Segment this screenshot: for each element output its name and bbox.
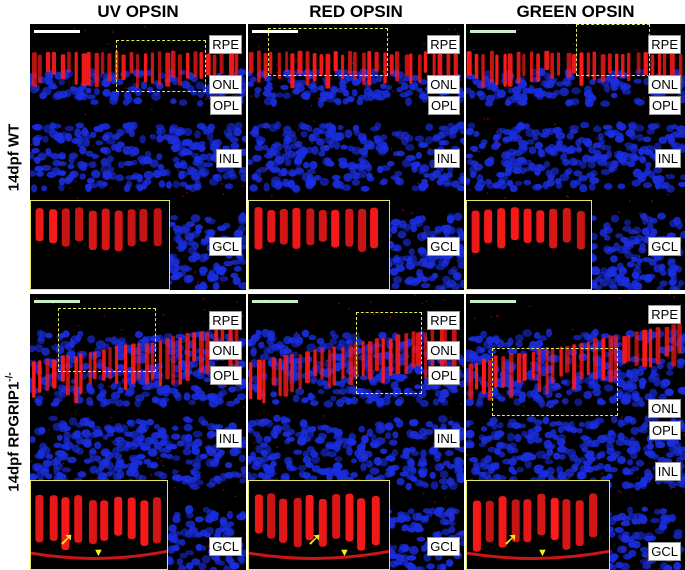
layer-label-opl: OPL [209, 96, 242, 115]
arrow-marker-icon: ➚ [503, 529, 519, 549]
layer-label-gcl: GCL [648, 237, 681, 256]
row-label-rpgrip1: 14dpf RPGRIP1-/- [5, 372, 24, 492]
magnified-inset [466, 200, 592, 290]
scale-bar [34, 300, 80, 303]
layer-label-gcl: GCL [427, 537, 460, 556]
layer-label-rpe: RPE [427, 311, 460, 330]
layer-label-inl: INL [215, 429, 242, 448]
micrograph-panel-uv-rpgrip1: ➚ ▼ RPE ONL OPL INL GCL [30, 294, 246, 570]
micrograph-panel-green-wt: RPE ONL OPL INL GCL [466, 24, 685, 290]
layer-label-opl: OPL [648, 421, 681, 440]
layer-label-gcl: GCL [427, 237, 460, 256]
arrow-marker-icon: ➚ [307, 529, 323, 549]
layer-label-onl: ONL [427, 75, 460, 94]
region-of-interest-box [116, 40, 206, 92]
arrowhead-marker-icon: ▼ [537, 547, 548, 559]
layer-label-gcl: GCL [209, 237, 242, 256]
arrowhead-marker-icon: ▼ [339, 547, 350, 559]
layer-label-rpe: RPE [427, 35, 460, 54]
column-title-uv-opsin: UV OPSIN [97, 2, 179, 21]
layer-label-onl: ONL [209, 341, 242, 360]
micrograph-panel-red-rpgrip1: ➚ ▼ RPE ONL OPL INL GCL [248, 294, 464, 570]
layer-label-opl: OPL [427, 96, 460, 115]
arrowhead-marker-icon: ▼ [93, 547, 104, 559]
layer-label-inl: INL [654, 149, 681, 168]
micrograph-panel-green-rpgrip1: ➚ ▼ RPE ONL OPL INL GCL [466, 294, 685, 570]
region-of-interest-box [492, 348, 618, 416]
micrograph-image [30, 24, 246, 290]
layer-label-inl: INL [433, 429, 460, 448]
scale-bar [470, 300, 516, 303]
scale-bar [252, 300, 298, 303]
layer-label-opl: OPL [648, 96, 681, 115]
layer-label-opl: OPL [209, 366, 242, 385]
column-title-green-opsin: GREEN OPSIN [516, 2, 635, 21]
row-label-wt: 14dpf WT [5, 123, 23, 191]
scale-bar [34, 30, 80, 33]
layer-label-onl: ONL [648, 75, 681, 94]
magnified-inset [248, 200, 390, 290]
layer-label-rpe: RPE [648, 305, 681, 324]
magnified-inset: ➚ ▼ [248, 480, 390, 570]
layer-label-gcl: GCL [209, 537, 242, 556]
layer-label-gcl: GCL [648, 542, 681, 561]
layer-label-rpe: RPE [648, 35, 681, 54]
region-of-interest-box [58, 308, 156, 372]
micrograph-panel-red-wt: RPE ONL OPL INL GCL [248, 24, 464, 290]
scale-bar [470, 30, 516, 33]
magnified-inset: ➚ ▼ [466, 480, 610, 570]
column-title-red-opsin: RED OPSIN [309, 2, 403, 21]
region-of-interest-box [356, 312, 422, 394]
micrograph-panel-uv-wt: RPE ONL OPL INL GCL [30, 24, 246, 290]
layer-label-inl: INL [433, 149, 460, 168]
layer-label-onl: ONL [209, 75, 242, 94]
layer-label-rpe: RPE [209, 35, 242, 54]
magnified-inset [30, 200, 170, 290]
layer-label-inl: INL [654, 462, 681, 481]
region-of-interest-box [576, 24, 650, 76]
region-of-interest-box [268, 28, 388, 76]
scale-bar [252, 30, 298, 33]
layer-label-onl: ONL [648, 399, 681, 418]
magnified-inset: ➚ ▼ [30, 480, 168, 570]
arrow-marker-icon: ➚ [59, 529, 75, 549]
layer-label-inl: INL [215, 149, 242, 168]
layer-label-onl: ONL [427, 341, 460, 360]
layer-label-rpe: RPE [209, 311, 242, 330]
layer-label-opl: OPL [427, 366, 460, 385]
